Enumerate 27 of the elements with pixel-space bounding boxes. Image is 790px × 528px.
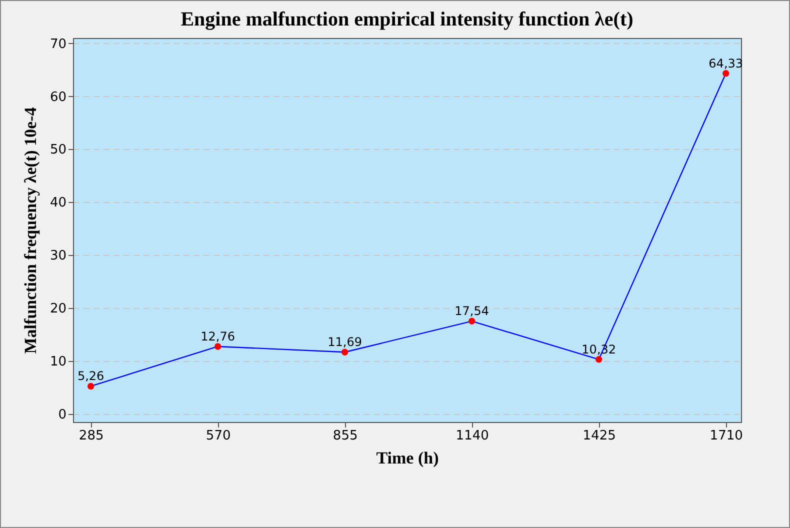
y-tick-label: 70 <box>50 36 66 52</box>
point <box>468 318 476 324</box>
y-tick-label: 30 <box>50 248 66 264</box>
data-label: 11,69 <box>328 335 362 350</box>
point <box>341 348 348 356</box>
x-tick-label: 855 <box>332 428 358 444</box>
x-tick-label: 1425 <box>582 428 616 444</box>
y-tick-label: 10 <box>50 354 66 370</box>
data-label: 17,54 <box>454 304 490 318</box>
point <box>595 356 602 363</box>
y-axis-title: Malfunction frequency λe(t) 10e-4 <box>20 106 40 354</box>
data-label: 12,76 <box>200 329 236 344</box>
point <box>87 382 94 390</box>
x-axis-title: Time (h) <box>376 448 439 468</box>
chart-title: Engine malfunction empirical intensity function λe(t) <box>180 8 634 30</box>
y-tick-label: 20 <box>50 302 66 317</box>
y-tick-label: 0 <box>58 408 66 423</box>
x-tick-label: 570 <box>206 428 231 444</box>
data-label: 5,26 <box>77 369 104 384</box>
point <box>214 343 222 350</box>
y-tick-label: 60 <box>50 90 66 105</box>
x-tick-label: 285 <box>78 428 104 444</box>
y-tick-label: 40 <box>50 196 66 211</box>
y-tick-label: 50 <box>50 142 66 158</box>
point <box>722 70 730 77</box>
x-tick-label: 1140 <box>456 428 489 444</box>
x-tick-label: 1710 <box>710 428 743 444</box>
